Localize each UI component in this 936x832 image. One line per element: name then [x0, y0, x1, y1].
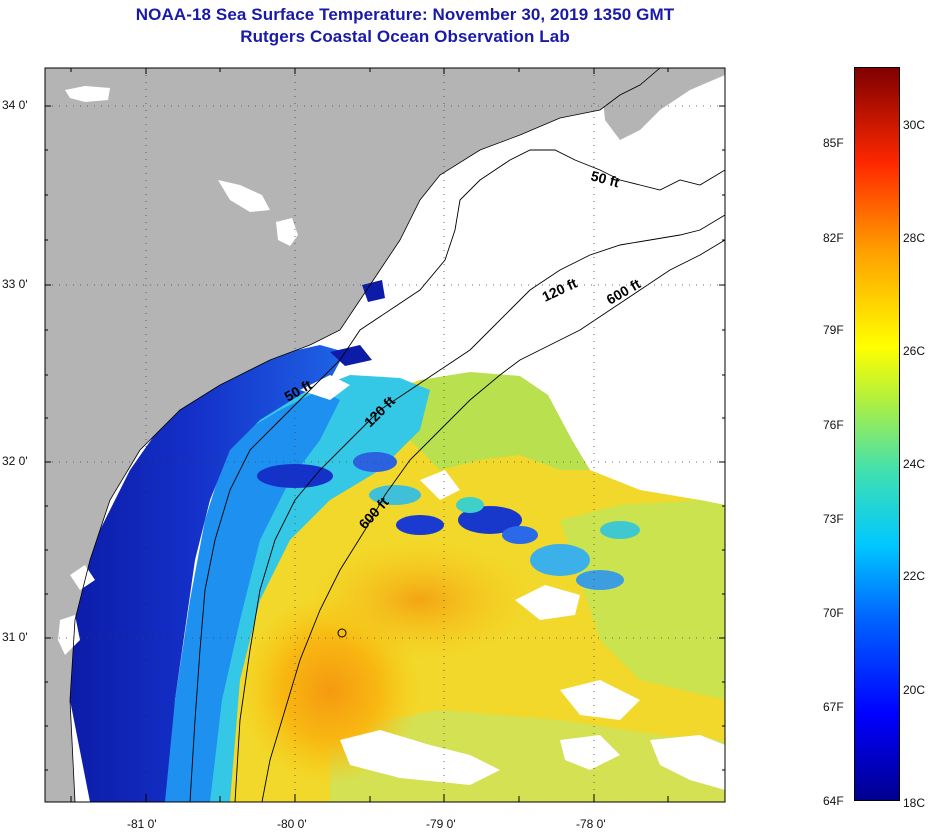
- cb-label-76f: 76F: [823, 418, 844, 432]
- lon-label-78: -78 0': [576, 817, 606, 831]
- cb-label-79f: 79F: [823, 323, 844, 337]
- lat-label-31: 31 0': [2, 630, 28, 644]
- inlet-cold-blobs: [330, 280, 385, 366]
- buoy-marker: [337, 628, 347, 638]
- lat-label-33: 33 0': [2, 277, 28, 291]
- cb-label-67f: 67F: [823, 700, 844, 714]
- cb-label-82f: 82F: [823, 231, 844, 245]
- axis-ticks: [45, 68, 725, 802]
- isobath-120ft: [234, 214, 725, 802]
- cb-label-18c: 18C: [903, 796, 926, 810]
- lon-label-81: -81 0': [127, 817, 157, 831]
- land-north-cape: [600, 68, 725, 140]
- cb-label-26c: 26C: [903, 344, 926, 358]
- cb-label-64f: 64F: [823, 794, 844, 808]
- sst-nearshore-cold: [70, 345, 345, 802]
- chart-subtitle: Rutgers Coastal Ocean Observation Lab: [240, 27, 570, 46]
- chart-title: NOAA-18 Sea Surface Temperature: Novembe…: [135, 5, 675, 24]
- isobath-50ft: [189, 149, 725, 802]
- cloud-patches: [300, 360, 725, 790]
- sst-lightblue-band: [160, 390, 340, 802]
- temperature-colorbar: [854, 67, 900, 801]
- sst-green-east: [560, 500, 725, 700]
- lat-label-34: 34 0': [2, 98, 28, 112]
- land-mass: [45, 68, 660, 802]
- inland-cloud-patches: [58, 86, 298, 655]
- cb-label-24c: 24C: [903, 457, 926, 471]
- lon-label-79: -79 0': [426, 817, 456, 831]
- isobath-label-50ft-north: 50 ft: [589, 167, 621, 190]
- cb-label-22c: 22C: [903, 569, 926, 583]
- cb-label-73f: 73F: [823, 512, 844, 526]
- cb-label-85f: 85F: [823, 136, 844, 150]
- warm-core-north: [310, 540, 530, 660]
- lat-label-32: 32 0': [2, 454, 28, 468]
- coastline: [69, 68, 661, 802]
- lon-label-80: -80 0': [277, 817, 307, 831]
- sst-green-field: [410, 372, 590, 470]
- isobath-600ft: [261, 239, 725, 802]
- cb-label-20c: 20C: [903, 683, 926, 697]
- cb-label-70f: 70F: [823, 606, 844, 620]
- cb-label-28c: 28C: [903, 231, 926, 245]
- cb-label-30c: 30C: [903, 118, 926, 132]
- map-frame: [44, 67, 726, 803]
